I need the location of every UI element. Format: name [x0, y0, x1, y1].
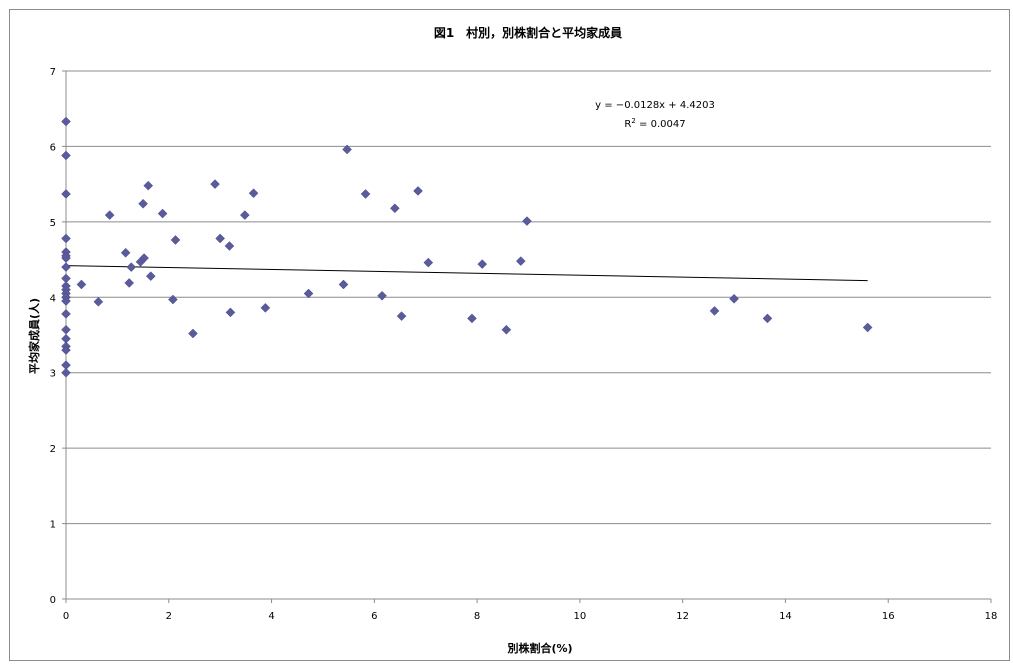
y-tick-label: 7 [50, 67, 56, 78]
x-tick-label: 10 [574, 611, 587, 622]
data-point [477, 259, 488, 269]
r-squared-symbol: R [624, 119, 631, 130]
data-point [260, 302, 271, 313]
data-point [124, 278, 135, 288]
x-axis-title: 別株割合(%) [506, 641, 572, 655]
r-squared-value: = 0.0047 [636, 119, 686, 130]
data-point [522, 216, 532, 226]
data-point [467, 313, 477, 324]
data-point [61, 309, 71, 319]
data-point [139, 253, 149, 263]
trendline-equation: y = −0.0128x + 4.4203 [595, 100, 715, 111]
data-point [104, 210, 115, 220]
data-point [76, 279, 87, 290]
data-point [239, 210, 250, 220]
y-tick-label: 5 [50, 218, 56, 229]
data-point [61, 367, 71, 378]
data-point [762, 313, 773, 324]
y-axis-tick-labels: 0 1 2 3 4 5 6 7 [50, 67, 56, 606]
data-point [390, 203, 400, 214]
x-tick-label: 14 [779, 611, 792, 622]
x-tick-label: 18 [985, 611, 998, 622]
data-point [61, 150, 71, 161]
data-point [515, 256, 526, 266]
data-point [61, 324, 71, 335]
data-point [61, 345, 71, 355]
data-point [188, 328, 198, 339]
r-squared-superscript: 2 [631, 117, 635, 125]
data-point [61, 116, 71, 127]
x-tick-label: 6 [371, 611, 377, 622]
gridlines [66, 70, 991, 525]
data-point [729, 293, 739, 304]
data-point [145, 271, 156, 282]
data-point [126, 262, 137, 272]
chart-area [9, 9, 1010, 661]
x-tick-label: 2 [166, 611, 172, 622]
y-tick-label: 1 [50, 520, 56, 531]
y-tick-label: 2 [50, 444, 56, 455]
data-point [413, 186, 423, 196]
chart-title: 図1 村別，別株割合と平均家成員 [434, 25, 622, 40]
y-tick-label: 3 [50, 369, 56, 380]
y-axis-title: 平均家成員(人) [27, 298, 41, 374]
data-point [338, 279, 349, 290]
data-points [61, 116, 873, 378]
trendline-line [65, 265, 868, 282]
data-point [360, 189, 371, 199]
data-point [61, 262, 71, 272]
data-point [342, 144, 352, 155]
data-point [303, 288, 314, 299]
x-tick-label: 4 [268, 611, 274, 622]
data-point [93, 296, 104, 307]
y-tick-label: 0 [50, 595, 56, 606]
data-point [120, 247, 131, 258]
data-point [501, 324, 512, 335]
data-point [423, 257, 434, 268]
data-point [224, 241, 235, 251]
data-point [143, 180, 154, 191]
r-squared-label: R2 = 0.0047 [624, 117, 685, 130]
trendline [65, 265, 868, 282]
data-point [709, 306, 720, 316]
x-tick-label: 0 [63, 611, 69, 622]
x-tick-label: 8 [474, 611, 480, 622]
y-tick-label: 6 [50, 142, 56, 153]
data-point [138, 198, 148, 209]
data-point [61, 189, 71, 199]
data-point [215, 233, 226, 244]
data-point [61, 296, 71, 306]
data-point [170, 235, 181, 245]
data-point [61, 233, 71, 244]
data-point [248, 188, 259, 199]
x-tick-label: 12 [676, 611, 689, 622]
x-axis-tick-labels: 0 2 4 6 8 10 12 14 16 18 [63, 611, 998, 622]
data-point [862, 322, 873, 333]
data-point [168, 294, 178, 305]
data-point [377, 290, 387, 301]
y-tick-label: 4 [50, 293, 56, 304]
data-point [157, 208, 168, 219]
data-point [396, 311, 407, 321]
data-point [210, 179, 220, 189]
data-point [225, 307, 236, 318]
x-tick-label: 16 [882, 611, 895, 622]
